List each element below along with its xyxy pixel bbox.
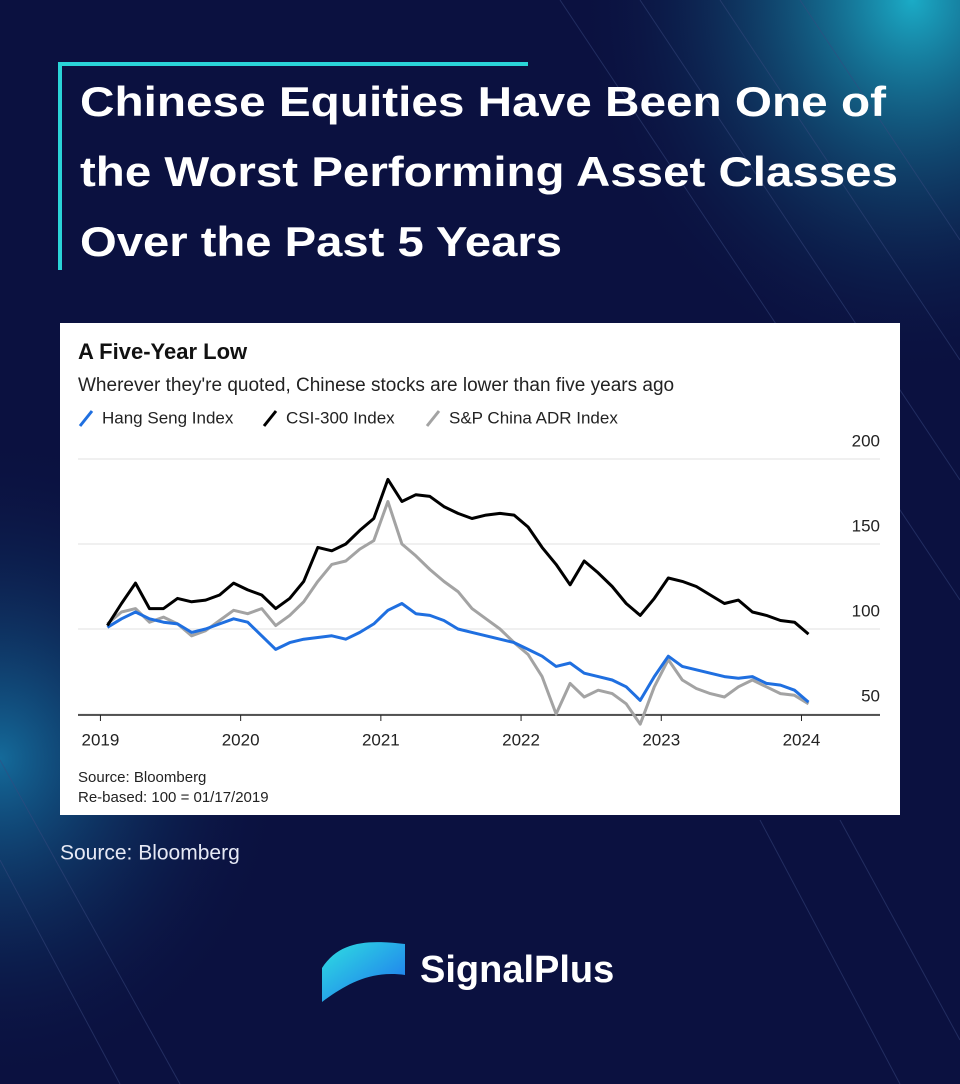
y-tick-label: 200 — [852, 431, 880, 450]
y-tick-label: 100 — [852, 601, 880, 620]
plot: Hang Seng Index CSI-300 Index S&P China AD… — [78, 408, 880, 749]
series-line — [106, 602, 810, 704]
logo-mark — [322, 942, 405, 1002]
footer-source: Source: Bloomberg — [60, 842, 240, 865]
chart-source: Source: Bloomberg — [78, 769, 206, 786]
y-tick-label: 150 — [852, 516, 880, 535]
series-line — [106, 500, 810, 726]
headline: Over the Past 5 Years — [80, 218, 562, 265]
x-tick-label: 2019 — [82, 730, 120, 749]
x-tick-label: 2022 — [502, 730, 540, 749]
x-tick-label: 2024 — [783, 730, 821, 749]
logo — [322, 942, 405, 1002]
legend-label: Hang Seng Index — [102, 408, 234, 427]
series-line — [106, 477, 810, 636]
legend-label: CSI-300 Index — [286, 408, 395, 427]
x-tick-label: 2020 — [222, 730, 260, 749]
brand: SignalPlus — [420, 949, 614, 991]
legend-swatch — [425, 410, 441, 427]
chart-note: Re-based: 100 = 01/17/2019 — [78, 789, 269, 806]
legend-swatch — [78, 410, 94, 427]
headline: the Worst Performing Asset Classes — [80, 148, 898, 195]
x-tick-label: 2023 — [642, 730, 680, 749]
chart-title: A Five-Year Low — [78, 339, 248, 364]
legend-label: S&P China ADR Index — [449, 408, 618, 427]
x-tick-label: 2021 — [362, 730, 400, 749]
title-frame — [58, 62, 528, 270]
chart-subtitle: Wherever they're quoted, Chinese stocks … — [78, 375, 674, 396]
chart-panel — [60, 323, 900, 815]
legend-swatch — [262, 410, 278, 427]
y-tick-label: 50 — [861, 686, 880, 705]
headline: Chinese Equities Have Been One of — [80, 78, 887, 125]
